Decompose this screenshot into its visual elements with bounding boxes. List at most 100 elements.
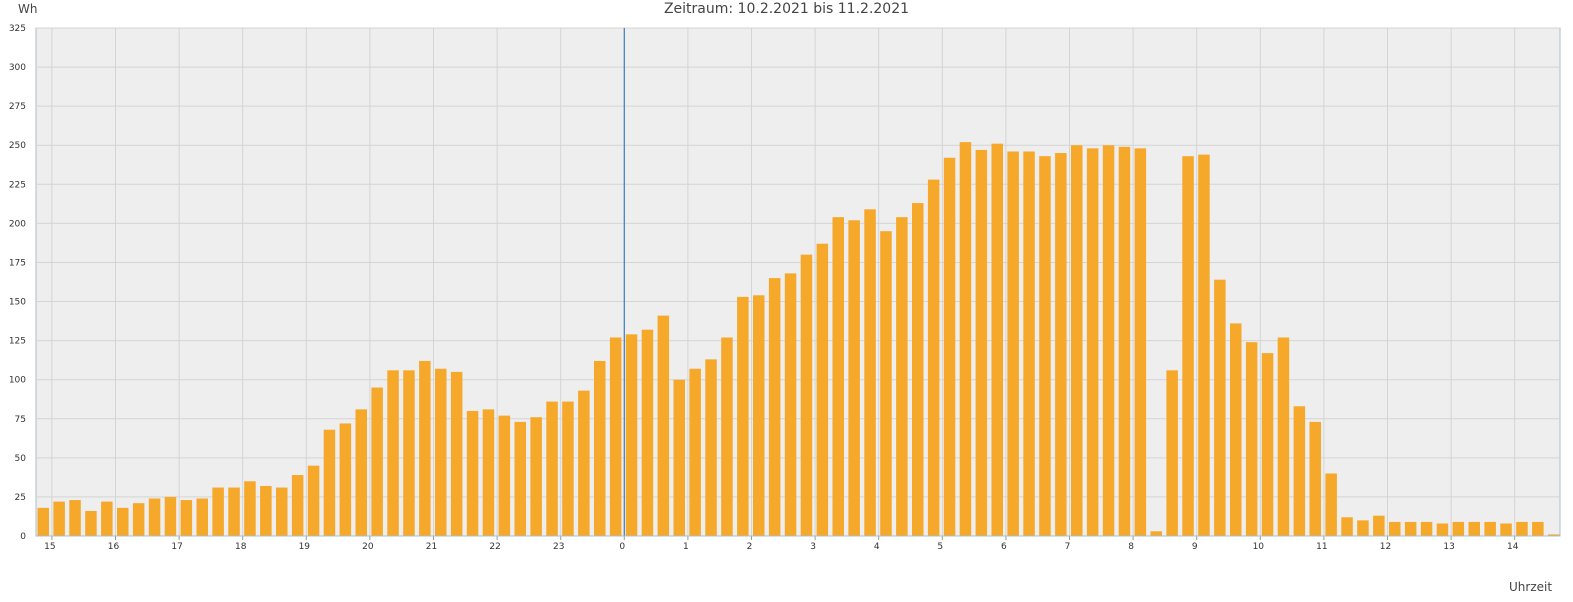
- bar: [117, 507, 129, 536]
- bar: [228, 487, 240, 536]
- bar: [1086, 148, 1099, 536]
- bar: [69, 500, 81, 536]
- plot-area-background: [35, 27, 1561, 537]
- bar: [927, 179, 940, 536]
- y-tick-label: 175: [9, 258, 26, 268]
- bar: [705, 359, 717, 536]
- bar: [578, 390, 590, 536]
- bar: [1484, 521, 1496, 536]
- bar: [1548, 534, 1560, 536]
- bar: [53, 501, 65, 536]
- bar: [848, 220, 860, 536]
- bar: [1468, 521, 1480, 536]
- bar: [1118, 146, 1131, 537]
- bar: [721, 337, 733, 536]
- x-tick-label: 23: [553, 542, 564, 552]
- bar: [435, 368, 447, 536]
- bar: [943, 157, 956, 536]
- bar: [1389, 521, 1401, 536]
- y-tick-label: 275: [9, 102, 26, 112]
- bar: [1007, 151, 1019, 536]
- bar: [37, 507, 49, 536]
- bar: [196, 498, 208, 536]
- x-tick-label: 19: [299, 542, 311, 552]
- x-tick-label: 3: [810, 542, 816, 552]
- x-tick-label: 4: [874, 542, 880, 552]
- x-tick-label: 7: [1065, 542, 1071, 552]
- x-tick-label: 6: [1001, 542, 1007, 552]
- bar: [1198, 154, 1210, 536]
- bar: [1404, 521, 1417, 536]
- y-tick-label: 125: [9, 337, 26, 347]
- x-tick-label: 18: [235, 542, 247, 552]
- x-tick-label: 11: [1316, 542, 1327, 552]
- bar: [1039, 156, 1051, 536]
- bar: [1357, 520, 1369, 536]
- x-tick-label: 1: [683, 542, 689, 552]
- bar: [339, 423, 352, 536]
- bar: [1500, 523, 1512, 536]
- y-tick-label: 250: [9, 141, 26, 151]
- bar: [1071, 145, 1083, 536]
- bar: [880, 231, 892, 536]
- bar: [212, 487, 224, 536]
- bar: [1230, 323, 1242, 536]
- bar: [403, 370, 415, 536]
- bar: [1150, 531, 1162, 536]
- bar: [1420, 521, 1433, 536]
- bar: [737, 296, 749, 536]
- x-tick-label: 15: [44, 542, 55, 552]
- x-tick-label: 9: [1192, 542, 1198, 552]
- bar: [307, 465, 320, 536]
- bar: [498, 415, 511, 536]
- bar: [959, 142, 972, 536]
- bar: [1532, 521, 1544, 536]
- bar: [1277, 337, 1290, 536]
- bar: [1436, 523, 1449, 536]
- y-tick-label: 225: [9, 180, 26, 190]
- bar: [1102, 145, 1115, 536]
- y-tick-label: 300: [9, 63, 26, 73]
- bar: [1245, 342, 1258, 536]
- x-tick-label: 8: [1128, 542, 1134, 552]
- y-tick-label: 0: [20, 532, 26, 542]
- bar: [800, 254, 813, 536]
- bar: [609, 337, 622, 536]
- y-tick-label: 200: [9, 219, 26, 229]
- x-tick-label: 22: [489, 542, 500, 552]
- bar: [132, 503, 145, 536]
- y-tick-label: 150: [9, 298, 26, 308]
- bar: [148, 498, 161, 536]
- bar: [355, 409, 367, 536]
- bar: [753, 295, 765, 536]
- bar: [482, 409, 495, 536]
- bar: [1293, 406, 1306, 536]
- x-tick-label: 10: [1253, 542, 1265, 552]
- bar: [657, 315, 670, 536]
- y-axis-unit-label: Wh: [18, 2, 38, 16]
- bar: [291, 475, 304, 536]
- y-tick-label: 75: [15, 415, 26, 425]
- bar: [466, 410, 479, 536]
- bar: [768, 278, 781, 536]
- bar: [1055, 153, 1067, 537]
- bar: [896, 217, 908, 536]
- bar: [530, 417, 542, 536]
- x-tick-label: 13: [1443, 542, 1454, 552]
- x-axis-ticks: 15 16 17 18 19 20 21 22 23 0 1 2 3 4 5 6 7 8 9 10 11 12 13 14: [36, 535, 1560, 552]
- bar: [1214, 279, 1226, 536]
- y-tick-label: 325: [9, 24, 26, 34]
- bar: [689, 368, 701, 536]
- bar: [387, 370, 399, 536]
- x-tick-label: 20: [362, 542, 374, 552]
- bar: [1023, 151, 1035, 536]
- grid-lines: [36, 27, 1560, 536]
- bar: [276, 487, 288, 536]
- y-tick-label: 100: [9, 376, 26, 386]
- y-tick-label: 25: [15, 493, 26, 503]
- bar: [164, 496, 177, 536]
- bar: [991, 143, 1003, 536]
- bar-series: [37, 142, 1560, 537]
- bar: [85, 510, 97, 536]
